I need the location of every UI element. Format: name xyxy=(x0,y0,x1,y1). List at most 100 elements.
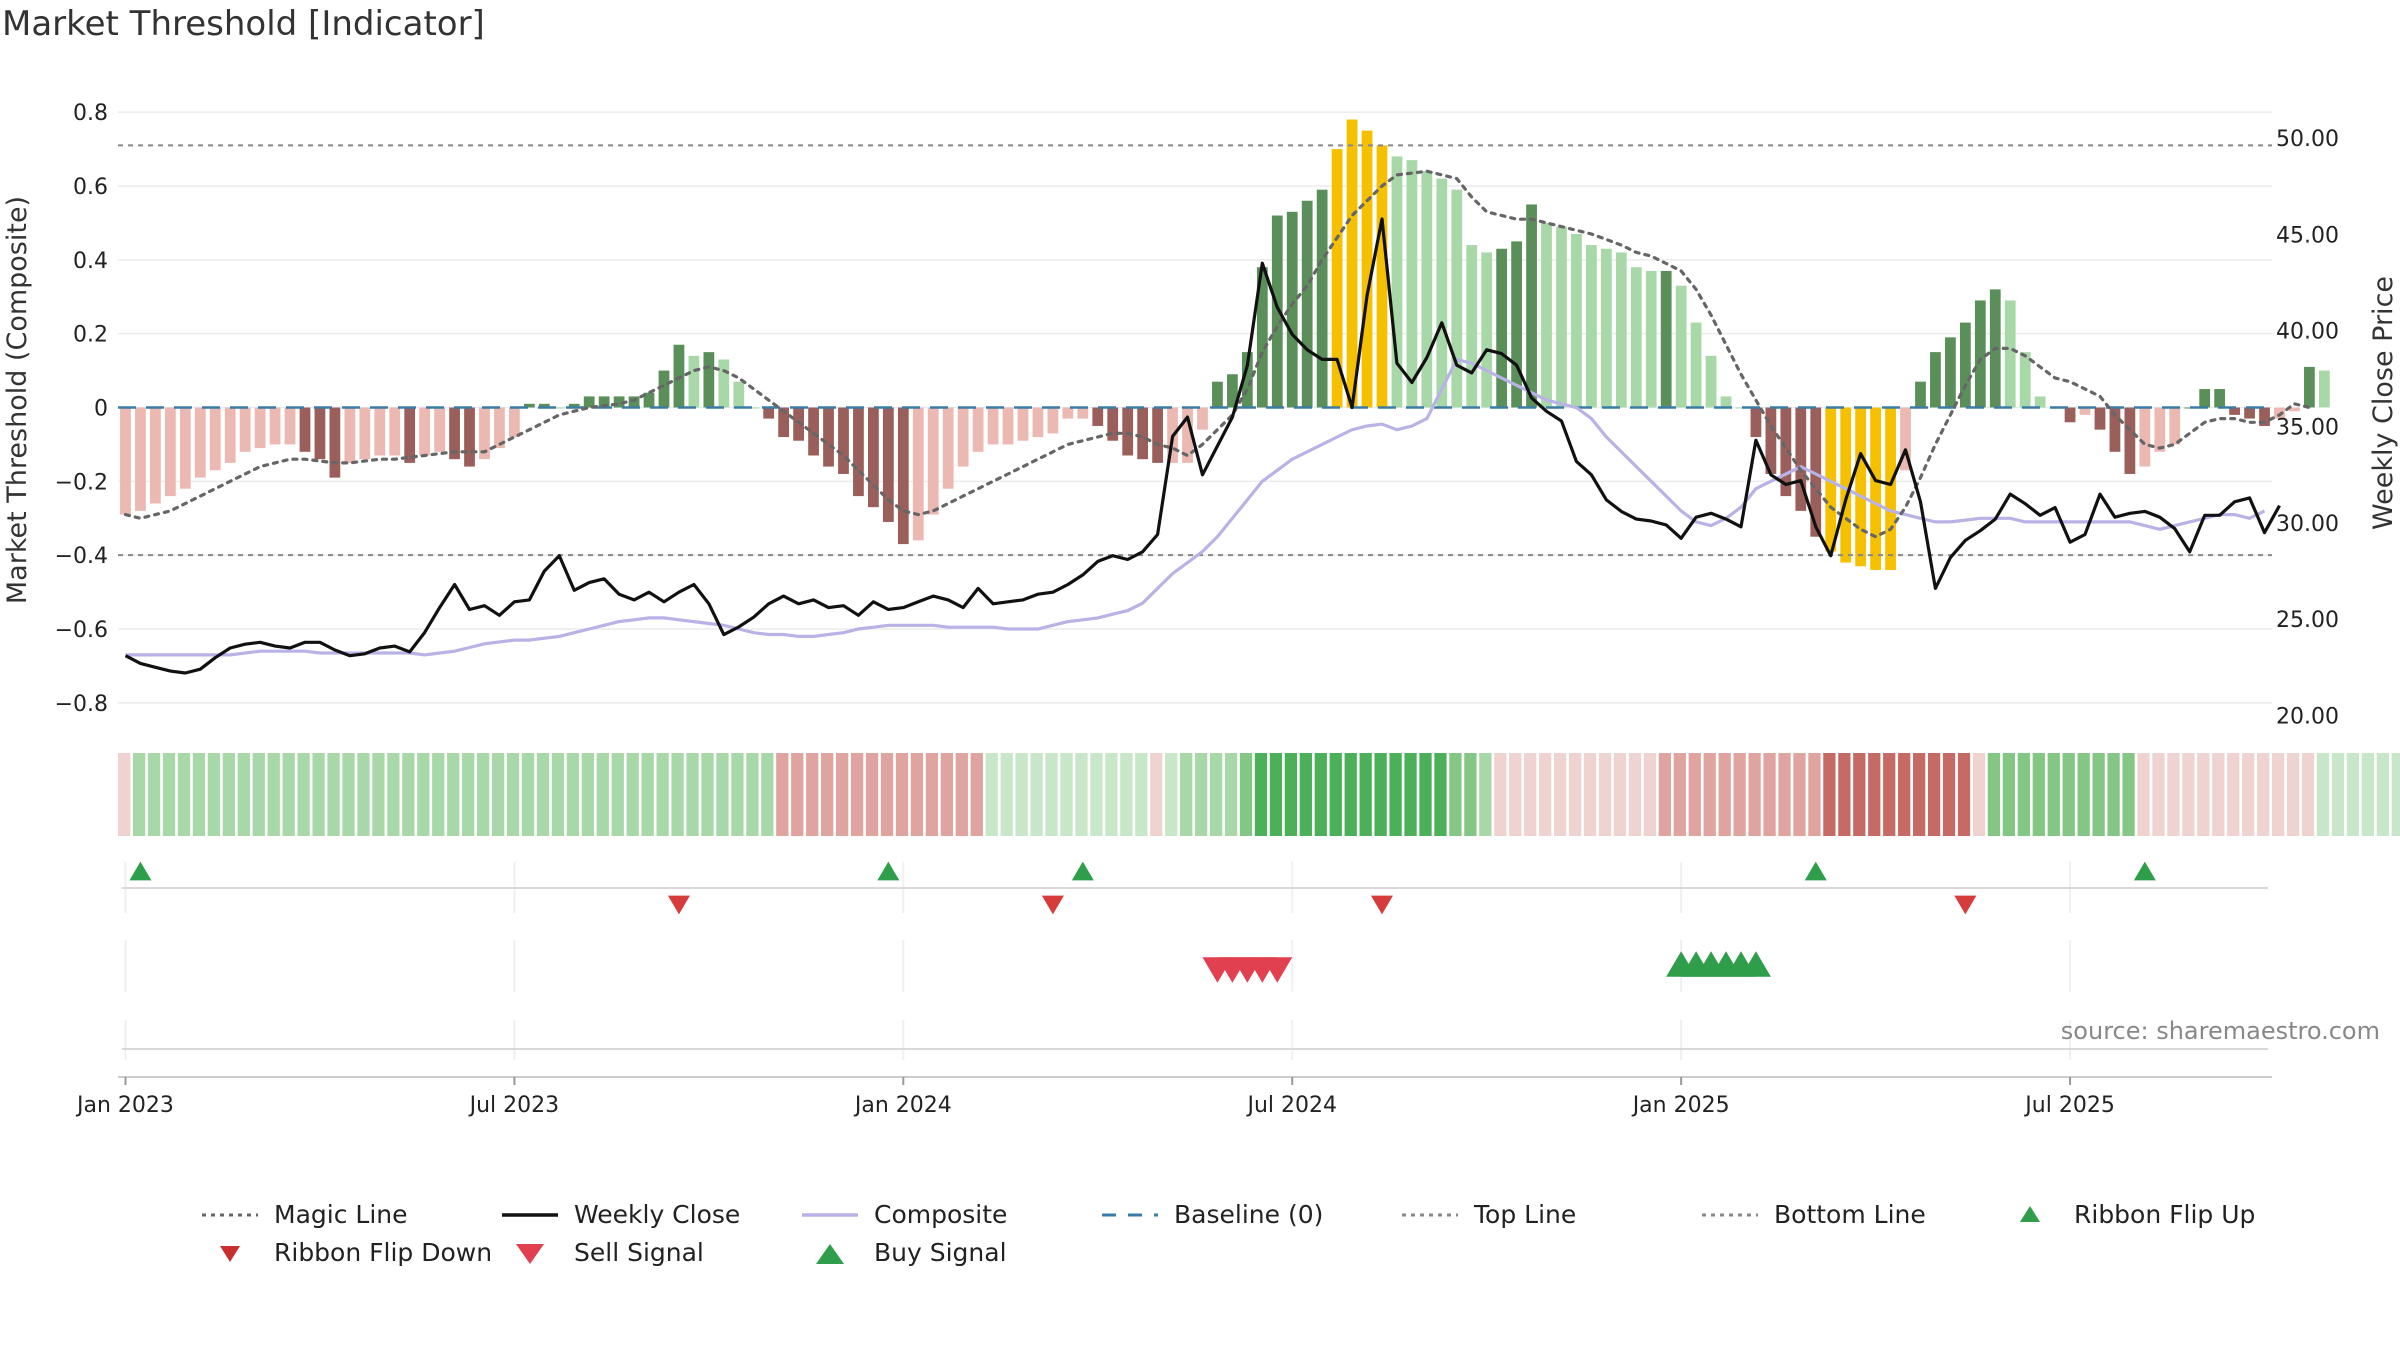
ribbon-cell xyxy=(1239,753,1253,836)
ribbon-cell xyxy=(2301,753,2315,836)
composite-bar xyxy=(1571,233,1582,408)
ribbon-cell xyxy=(1045,753,1058,836)
composite-bar xyxy=(1481,252,1493,408)
x-tick-label: Jan 2023 xyxy=(75,1093,174,1118)
ribbon-cell xyxy=(2032,753,2045,836)
ribbon-cell xyxy=(970,753,983,836)
x-tick-label: Jan 2025 xyxy=(1631,1093,1730,1118)
composite-bar xyxy=(673,344,685,408)
ribbon-cell xyxy=(1658,753,1671,836)
composite-bar xyxy=(1885,407,1896,570)
composite-bar xyxy=(1032,407,1044,438)
ribbon-cell xyxy=(1434,753,1447,836)
ribbon-cell xyxy=(1509,753,1522,836)
composite-bar xyxy=(2304,366,2315,408)
composite-bar xyxy=(2318,370,2330,408)
ribbon-flip-up-marker xyxy=(129,861,152,881)
composite-bar xyxy=(1900,407,1911,471)
ribbon-cell xyxy=(761,753,774,836)
ribbon-cell xyxy=(1180,753,1193,836)
legend-item: Weekly Close xyxy=(500,1200,740,1229)
legend-label: Baseline (0) xyxy=(1174,1200,1324,1229)
y-tick-left: 0.6 xyxy=(73,175,108,200)
legend-swatch xyxy=(2000,1202,2060,1228)
composite-bar xyxy=(1526,204,1537,408)
legend-label: Ribbon Flip Up xyxy=(2074,1200,2256,1229)
legend-item: Bottom Line xyxy=(1700,1200,1926,1229)
legend-item: Buy Signal xyxy=(800,1238,1007,1267)
composite-bar xyxy=(164,407,176,497)
composite-bar xyxy=(1271,215,1283,408)
ribbon-cell xyxy=(432,753,445,836)
composite-bar xyxy=(1451,189,1463,408)
composite-bar xyxy=(2139,407,2151,467)
legend-swatch xyxy=(500,1202,560,1228)
ribbon-cell xyxy=(1150,753,1163,836)
ribbon-cell xyxy=(2167,753,2180,836)
composite-bar xyxy=(449,407,460,460)
axes: 0.8 0.6 0.4 0.2 0 −0.2 −0.4 −0.6 −0.8 50.00 45.00 4… xyxy=(55,101,2339,1118)
composite-bar xyxy=(882,407,894,522)
ribbon-cell xyxy=(985,753,998,836)
legend-label: Magic Line xyxy=(274,1200,408,1229)
composite-bar xyxy=(1152,407,1163,463)
ribbon-cell xyxy=(821,753,834,836)
composite-bar xyxy=(583,396,595,408)
ribbon-cell xyxy=(1868,753,1881,836)
ribbon-cell xyxy=(895,753,909,836)
composite-bar xyxy=(868,407,879,508)
ribbon-cell xyxy=(566,753,580,836)
composite-bar xyxy=(1720,396,1732,408)
composite-bar xyxy=(1256,267,1268,408)
composite-bar xyxy=(135,407,146,511)
composite-bar xyxy=(1930,352,1941,408)
ribbon-cell xyxy=(1135,753,1148,836)
ribbon-cell xyxy=(1165,753,1178,836)
ribbon-cell xyxy=(357,753,370,836)
sell-signal-marker xyxy=(1262,957,1293,983)
ribbon-cell xyxy=(836,753,849,836)
composite-bar xyxy=(2199,389,2211,408)
ribbon-cell xyxy=(1224,753,1238,836)
ribbon-cell xyxy=(1120,753,1133,836)
composite-bar xyxy=(1735,407,1747,409)
composite-bar xyxy=(897,407,909,545)
ribbon-cell xyxy=(1554,753,1567,836)
composite-bar xyxy=(1615,252,1627,408)
ribbon-cell xyxy=(2346,753,2360,836)
y-tick-right: 45.00 xyxy=(2276,223,2339,248)
ribbon-cell xyxy=(372,753,385,836)
guide-lines xyxy=(118,144,2272,557)
ribbon-flip-down-marker xyxy=(1954,895,1977,915)
ribbon-cell xyxy=(2391,753,2400,836)
ribbon-cell xyxy=(1494,753,1507,836)
composite-bar xyxy=(194,407,206,478)
ribbon-cell xyxy=(1748,753,1761,836)
composite-bar xyxy=(628,396,640,408)
legend-swatch xyxy=(1100,1202,1160,1228)
ribbon-cell xyxy=(731,753,744,836)
composite-bar xyxy=(1286,211,1298,408)
composite-bar xyxy=(1825,407,1837,552)
composite-bar xyxy=(479,407,490,460)
ribbon-cell xyxy=(2376,753,2389,836)
ribbon-cell xyxy=(1105,753,1118,836)
ribbon-cell xyxy=(1419,753,1432,836)
ribbon-cell xyxy=(776,753,789,836)
ribbon-cell xyxy=(2212,753,2225,836)
ribbon-flip-down-marker xyxy=(667,895,690,915)
legend-label: Sell Signal xyxy=(574,1238,704,1267)
ribbon-cell xyxy=(2197,753,2210,836)
composite-bar xyxy=(942,407,954,489)
composite-bar xyxy=(1959,322,1971,408)
composite-bar xyxy=(1675,285,1687,408)
buy-signal-marker xyxy=(1740,951,1771,977)
composite-bar xyxy=(838,407,849,474)
ribbon-cell xyxy=(1060,753,1073,836)
composite-bar xyxy=(2184,407,2196,409)
y-tick-left: 0 xyxy=(94,397,108,422)
composite-bar xyxy=(1541,222,1552,408)
composite-bar xyxy=(1391,156,1403,408)
composite-bar xyxy=(1496,248,1508,408)
